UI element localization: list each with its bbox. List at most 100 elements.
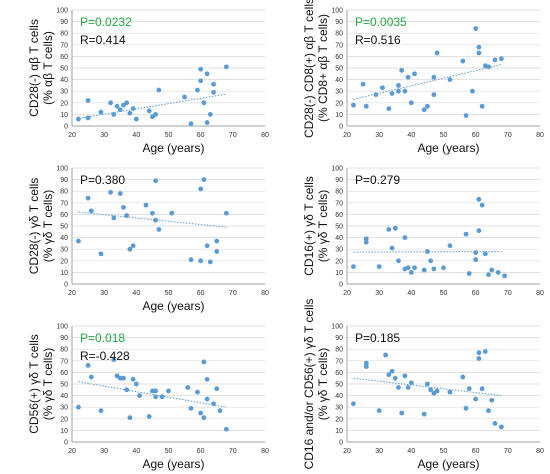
data-point xyxy=(389,91,395,96)
data-point xyxy=(360,81,366,87)
data-point xyxy=(402,235,408,240)
scatter-plot: 0 10 20 30 40 50 60 70 80 90 100 20 30 40 50 60 70 80 Age … xyxy=(302,0,544,155)
data-point xyxy=(198,258,204,264)
data-point xyxy=(479,202,485,208)
data-point xyxy=(133,381,139,387)
y-tick-label: 50 xyxy=(60,382,68,389)
y-tick-label: 40 xyxy=(60,235,68,242)
x-tick-label: 40 xyxy=(132,132,140,139)
data-point xyxy=(434,50,440,56)
data-point xyxy=(351,401,356,407)
y-tick-label: 80 xyxy=(335,189,343,196)
y-tick-label: 40 xyxy=(335,393,343,400)
trend-line xyxy=(353,64,502,100)
scatter-plot: 0 10 20 30 40 50 60 70 80 90 100 20 30 40 50 60 70 80 Age … xyxy=(27,324,269,472)
chart-panel-cd28-neg-cd8-ab: 0 10 20 30 40 50 60 70 80 90 100 20 30 40 50 60 70 80 Age … xyxy=(275,0,550,158)
y-axis-label: CD28(-) CD8(+) αβ T cells xyxy=(302,0,316,138)
x-tick-label: 50 xyxy=(440,290,448,297)
y-tick-label: 0 xyxy=(64,124,68,131)
scatter-plot: 0 10 20 30 40 50 60 70 80 90 100 20 30 40 50 60 70 80 CD16… xyxy=(302,166,544,298)
data-point xyxy=(127,110,133,116)
y-tick-label: 20 xyxy=(335,416,343,423)
x-tick-label: 20 xyxy=(68,290,76,297)
x-tick-label: 60 xyxy=(472,132,480,139)
data-point xyxy=(492,421,498,426)
data-point xyxy=(489,397,495,403)
x-tick-label: 20 xyxy=(343,290,351,297)
data-point xyxy=(376,264,382,269)
data-point xyxy=(425,381,430,387)
data-point xyxy=(421,411,427,417)
data-point xyxy=(127,246,133,252)
y-tick-label: 50 xyxy=(335,382,343,389)
y-axis-label: CD56(+) γδ T cells xyxy=(27,334,41,433)
data-point xyxy=(153,112,159,117)
y-tick-label: 60 xyxy=(335,370,343,377)
data-point xyxy=(460,58,466,64)
y-axis-label: CD28(-) αβ T cells xyxy=(27,19,41,117)
y-tick-label: 90 xyxy=(60,177,68,184)
data-point xyxy=(214,386,220,392)
data-point xyxy=(98,109,104,115)
y-tick-label: 0 xyxy=(339,282,343,289)
y-tick-label: 80 xyxy=(335,31,343,38)
trend-line xyxy=(78,211,227,228)
data-point xyxy=(166,388,171,394)
data-point xyxy=(201,177,207,182)
x-tick-label: 20 xyxy=(343,132,351,139)
y-tick-label: 100 xyxy=(331,8,343,15)
data-point xyxy=(479,103,485,109)
x-tick-label: 80 xyxy=(261,290,269,297)
data-point xyxy=(204,71,210,77)
y-tick-label: 20 xyxy=(335,258,343,265)
stat-annotation: R=0.414 xyxy=(80,33,126,47)
data-point xyxy=(130,106,136,111)
y-tick-label: 0 xyxy=(64,282,68,289)
data-point xyxy=(108,189,113,195)
data-point xyxy=(156,227,162,232)
y-tick-label: 0 xyxy=(339,124,343,131)
y-tick-label: 70 xyxy=(335,200,343,207)
data-point xyxy=(408,270,414,275)
chart-panel-cd28-neg-gd: 0 10 20 30 40 50 60 70 80 90 100 20 30 40 50 60 70 80 Age … xyxy=(0,158,275,316)
x-tick-label: 70 xyxy=(504,448,512,455)
data-point xyxy=(473,396,479,402)
data-point xyxy=(408,380,414,386)
data-point xyxy=(130,243,136,249)
x-tick-label: 40 xyxy=(132,448,140,455)
data-point xyxy=(88,374,94,380)
data-point xyxy=(185,385,191,390)
x-tick-label: 20 xyxy=(68,132,76,139)
chart-panel-cd28-neg-ab: 0 10 20 30 40 50 60 70 80 90 100 20 30 40 50 60 70 80 Age … xyxy=(0,0,275,158)
data-point xyxy=(88,208,94,214)
data-point xyxy=(425,249,430,254)
x-tick-label: 60 xyxy=(197,448,205,455)
x-tick-label: 30 xyxy=(375,448,383,455)
data-point xyxy=(412,71,417,77)
data-point xyxy=(463,231,469,237)
data-point xyxy=(363,364,369,369)
data-point xyxy=(495,270,501,275)
data-point xyxy=(85,363,91,368)
data-point xyxy=(76,116,81,122)
scatter-plot: 0 10 20 30 40 50 60 70 80 90 100 20 30 40 50 60 70 80 Age … xyxy=(27,8,269,156)
data-point xyxy=(182,94,187,100)
x-axis-label: Age (years) xyxy=(142,457,204,471)
data-point xyxy=(117,191,123,196)
data-point xyxy=(224,64,229,70)
y-tick-label: 100 xyxy=(331,166,343,173)
x-tick-label: 20 xyxy=(68,448,76,455)
stat-annotation: R=0.516 xyxy=(355,33,401,47)
data-point xyxy=(201,359,207,365)
stat-annotation: P=0.185 xyxy=(355,331,400,345)
y-tick-label: 90 xyxy=(335,177,343,184)
data-point xyxy=(389,368,395,374)
data-point xyxy=(466,386,472,392)
data-point xyxy=(121,375,126,381)
data-point xyxy=(396,385,401,390)
x-tick-label: 50 xyxy=(165,132,173,139)
data-point xyxy=(98,408,104,414)
data-point xyxy=(396,83,401,88)
data-point xyxy=(146,108,152,114)
